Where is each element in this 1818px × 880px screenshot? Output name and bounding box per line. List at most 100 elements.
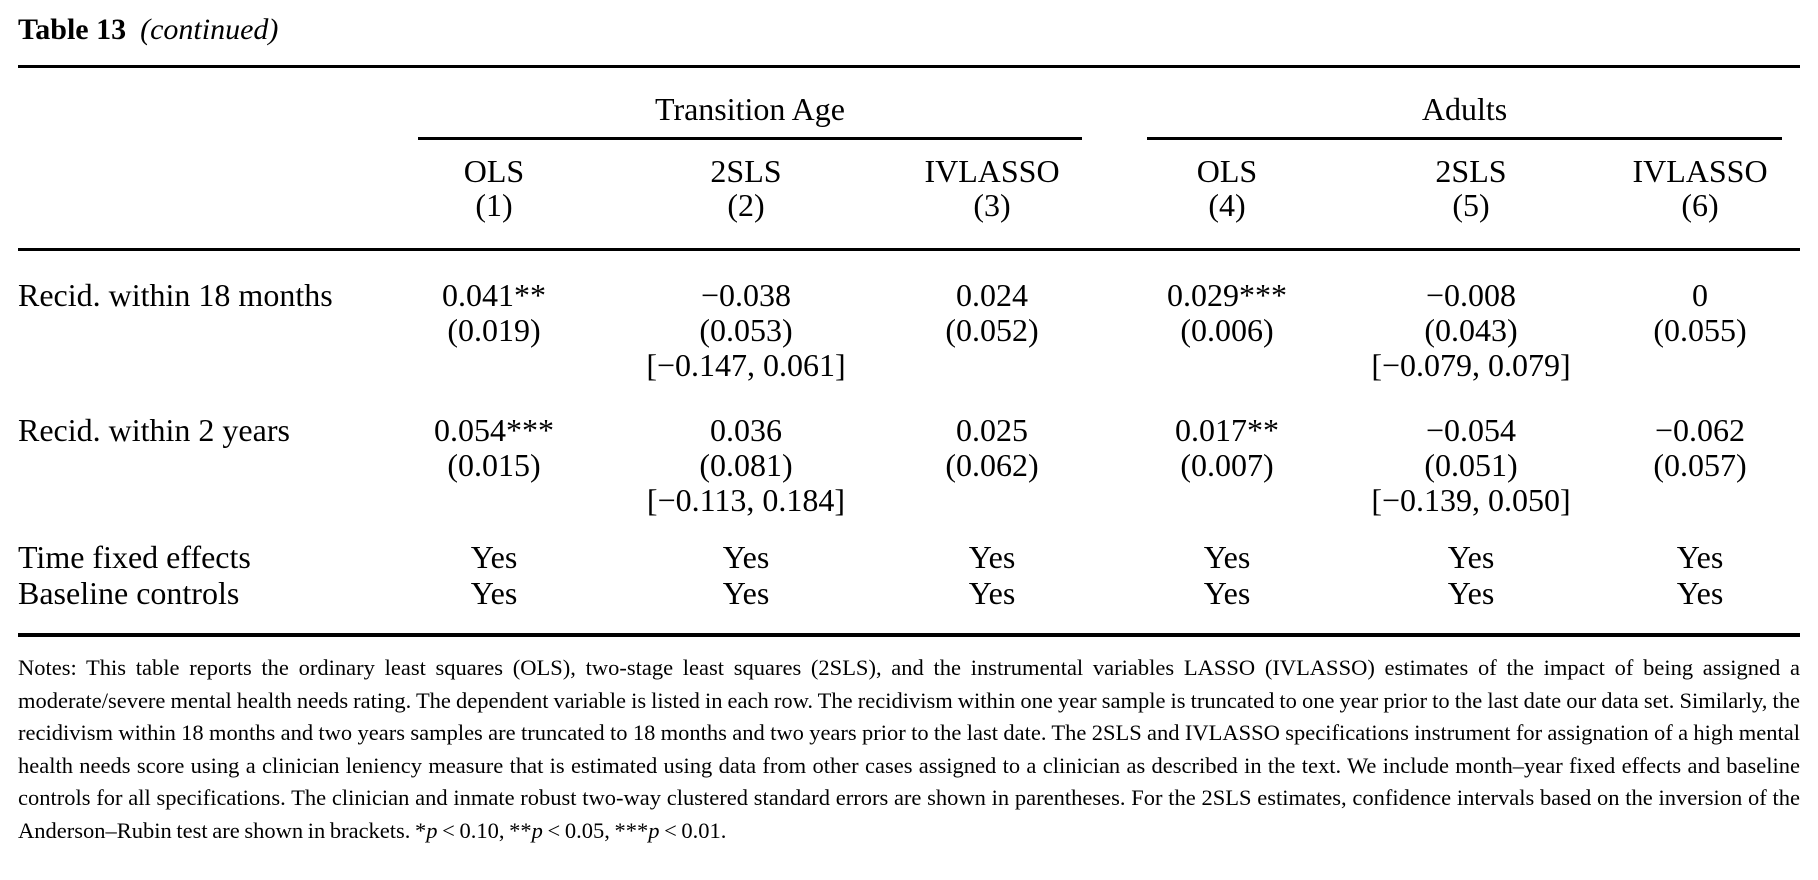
col-header-method-5: 2SLS [1435, 153, 1507, 189]
standard-error: (0.051) [1424, 447, 1518, 483]
estimate-value: 0.041** [442, 277, 546, 313]
table-notes: Notes: This table reports the ordinary l… [18, 652, 1800, 847]
group-header-row: Transition Age Adults [18, 67, 1800, 141]
standard-error: (0.043) [1424, 312, 1518, 348]
result-cell: 0.024 (0.052) [872, 250, 1112, 384]
control-value: Yes [722, 539, 770, 575]
result-cell: 0.054*** (0.015) [368, 383, 620, 518]
col-header-method-6: IVLASSO [1632, 153, 1768, 189]
col-header-method-4: OLS [1196, 153, 1258, 189]
control-value: Yes [872, 575, 1112, 637]
result-cell: 0.017** (0.007) [1112, 383, 1342, 518]
column-number-row: (1) (2) (3) (4) (5) (6) [18, 188, 1801, 251]
col-header-method-3: IVLASSO [924, 153, 1060, 189]
standard-error: (0.052) [945, 312, 1039, 348]
control-value: Yes [620, 575, 872, 637]
table-caption-number: Table 13 [18, 13, 127, 46]
control-value: Yes [1676, 539, 1724, 575]
group-underline-transition-age: Transition Age [418, 92, 1082, 140]
result-cell: 0.036 (0.081) [−0.113, 0.184] [620, 383, 872, 518]
col-header-number-1: (1) [368, 188, 620, 251]
sig-threshold-05: < 0.05, [542, 817, 615, 843]
control-value: Yes [368, 575, 620, 637]
confidence-interval: [−0.147, 0.061] [646, 347, 846, 383]
col-header-number-3: (3) [872, 188, 1112, 251]
control-value: Yes [1203, 539, 1251, 575]
col-header-number-6: (6) [1600, 188, 1801, 251]
col-header-method-2: 2SLS [710, 153, 782, 189]
estimate-value: 0.054*** [434, 412, 554, 448]
result-cell: 0.041** (0.019) [368, 250, 620, 384]
group-underline-adults: Adults [1147, 91, 1783, 140]
sig-threshold-01: < 0.01. [659, 817, 727, 843]
group-label-transition-age: Transition Age [655, 91, 845, 127]
method-header-row: OLS 2SLS IVLASSO OLS 2SLS IVLASSO [18, 140, 1800, 188]
row-label: Recid. within 2 years [18, 412, 290, 448]
row-label: Recid. within 18 months [18, 277, 333, 313]
estimate-value: 0.029*** [1167, 277, 1287, 313]
significance-legend: *p < 0.10, **p < 0.05, ***p < 0.01. [415, 818, 726, 843]
group-header-adults: Adults [1112, 67, 1800, 140]
group-label-adults: Adults [1421, 91, 1508, 127]
standard-error: (0.053) [699, 312, 793, 348]
confidence-interval: [−0.079, 0.079] [1371, 347, 1571, 383]
standard-error: (0.055) [1653, 312, 1747, 348]
control-value: Yes [470, 539, 518, 575]
col-header-number-4: (4) [1112, 188, 1342, 251]
paper-page: Table 13 (continued) Transition Age Adult… [18, 0, 1801, 847]
sig-stars-01: *** [614, 817, 649, 843]
empty-stub-cell [18, 67, 368, 141]
sig-stars-05: ** [509, 817, 532, 843]
control-value: Yes [1600, 575, 1801, 637]
estimate-value: −0.008 [1425, 277, 1517, 313]
standard-error: (0.015) [447, 447, 541, 483]
standard-error: (0.019) [447, 312, 541, 348]
confidence-interval: [−0.113, 0.184] [646, 482, 846, 518]
standard-error: (0.057) [1653, 447, 1747, 483]
estimate-value: 0.025 [956, 412, 1028, 448]
col-header-method-1: OLS [463, 153, 525, 189]
table-row-time-fixed-effects: Time fixed effects Yes Yes Yes Yes Yes Y… [18, 518, 1800, 575]
control-value: Yes [1447, 539, 1495, 575]
notes-text: Notes: This table reports the ordinary l… [18, 655, 1800, 843]
control-row-label: Baseline controls [18, 575, 368, 637]
result-cell: 0.029*** (0.006) [1112, 250, 1342, 384]
standard-error: (0.062) [945, 447, 1039, 483]
table-caption: Table 13 (continued) [18, 0, 1800, 50]
col-header-number-5: (5) [1342, 188, 1600, 251]
control-value: Yes [1112, 575, 1342, 637]
estimate-value: 0 [1692, 277, 1708, 313]
result-cell: 0.025 (0.062) [872, 383, 1112, 518]
sig-threshold-10: < 0.10, [437, 817, 510, 843]
standard-error: (0.006) [1180, 312, 1274, 348]
sig-p-01: p [648, 817, 660, 843]
results-table: Transition Age Adults OLS 2SLS IVLASSO O… [18, 65, 1801, 637]
estimate-value: 0.024 [956, 277, 1028, 313]
confidence-interval: [−0.139, 0.050] [1371, 482, 1571, 518]
standard-error: (0.007) [1180, 447, 1274, 483]
control-value: Yes [1342, 575, 1600, 637]
estimate-value: −0.038 [700, 277, 792, 313]
result-cell: 0 (0.055) [1600, 250, 1800, 384]
empty-stub-cell [18, 188, 368, 251]
estimate-value: −0.062 [1654, 412, 1746, 448]
group-header-transition-age: Transition Age [368, 67, 1112, 140]
result-cell: −0.038 (0.053) [−0.147, 0.061] [620, 250, 872, 384]
sig-p-10: p [426, 817, 438, 843]
estimate-value: 0.036 [710, 412, 782, 448]
sig-p-05: p [531, 817, 543, 843]
result-cell: −0.054 (0.051) [−0.139, 0.050] [1342, 383, 1600, 518]
control-row-label: Time fixed effects [18, 539, 251, 575]
result-cell: −0.062 (0.057) [1600, 383, 1800, 518]
estimate-value: 0.017** [1175, 412, 1279, 448]
estimate-value: −0.054 [1425, 412, 1517, 448]
col-header-number-2: (2) [620, 188, 872, 251]
table-row-recid-18-months: Recid. within 18 months 0.041** (0.019) … [18, 250, 1800, 384]
standard-error: (0.081) [699, 447, 793, 483]
empty-stub-cell [18, 140, 368, 188]
result-cell: −0.008 (0.043) [−0.079, 0.079] [1342, 250, 1600, 384]
table-caption-continued: (continued) [140, 13, 279, 46]
table-row-baseline-controls: Baseline controls Yes Yes Yes Yes Yes Ye… [18, 575, 1801, 637]
table-row-recid-2-years: Recid. within 2 years 0.054*** (0.015) 0… [18, 383, 1800, 518]
sig-stars-10: * [415, 817, 427, 843]
